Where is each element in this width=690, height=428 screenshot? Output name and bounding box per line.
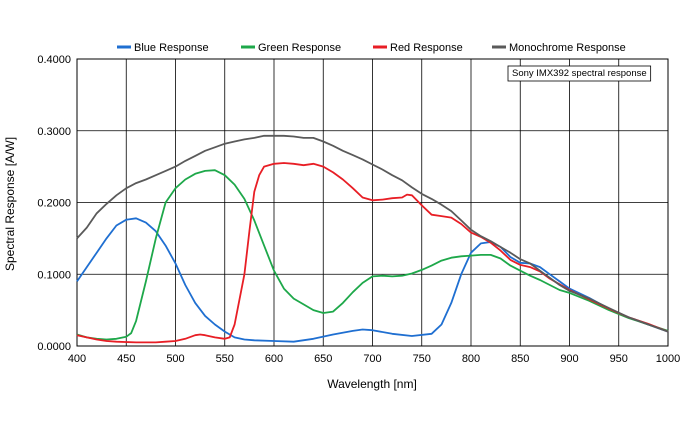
blue-response-line: [76, 217, 669, 343]
x-tick-label: 750: [413, 353, 431, 365]
legend-label-monochrome-response: Monochrome Response: [509, 42, 626, 54]
x-tick-label: 400: [68, 353, 86, 365]
x-tick-label: 850: [511, 353, 529, 365]
annotation-text: Sony IMX392 spectral response: [512, 68, 647, 79]
x-tick-label: 650: [314, 353, 332, 365]
x-tick-label: 550: [216, 353, 234, 365]
y-tick-label: 0.2000: [37, 198, 71, 210]
legend-label-red-response: Red Response: [390, 42, 463, 54]
x-axis-title: Wavelength [nm]: [327, 377, 417, 391]
x-tick-label: 700: [363, 353, 381, 365]
x-tick-label: 1000: [656, 353, 680, 365]
y-tick-label: 0.1000: [37, 269, 71, 281]
legend-label-green-response: Green Response: [258, 42, 341, 54]
red-response-line: [76, 162, 669, 344]
green-response-line: [76, 169, 669, 341]
y-tick-label: 0.3000: [37, 126, 71, 138]
x-tick-label: 600: [265, 353, 283, 365]
x-tick-label: 450: [117, 353, 135, 365]
y-axis-title: Spectral Response [A/W]: [3, 137, 17, 271]
y-tick-label: 0.4000: [37, 54, 71, 66]
legend-label-blue-response: Blue Response: [134, 42, 209, 54]
x-tick-label: 800: [462, 353, 480, 365]
y-tick-label: 0.0000: [37, 341, 71, 353]
annotation-box: [507, 65, 652, 82]
x-tick-label: 900: [560, 353, 578, 365]
x-tick-label: 950: [610, 353, 628, 365]
x-tick-label: 500: [166, 353, 184, 365]
plot-area-border: [76, 58, 669, 347]
monochrome-response-line: [76, 134, 669, 333]
